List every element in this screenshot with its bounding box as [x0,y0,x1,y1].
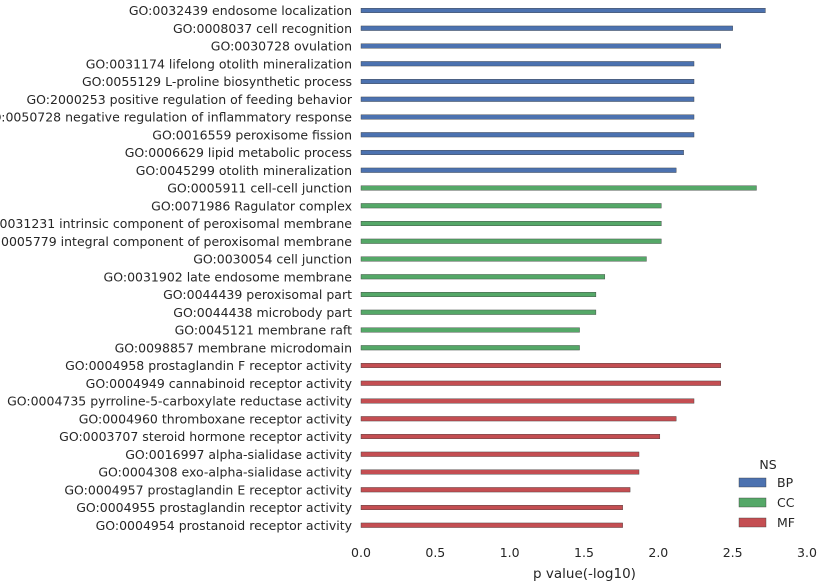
bar-cc-13 [360,238,662,244]
bars-group [360,7,766,528]
legend-label-cc: CC [777,495,795,510]
bar-cc-15 [360,274,606,280]
bar-mf-28 [360,505,623,511]
legend-entries-group: BP CC MF [738,475,795,530]
x-tick-label: 2.5 [723,545,743,560]
legend-swatch-bp [738,477,767,488]
x-axis-title: p value(-log10) [533,566,636,582]
category-label: GO:0016997 alpha-sialidase activity [125,447,352,462]
bar-cc-10 [360,185,757,191]
x-tick-label: 0.0 [351,545,371,560]
x-tick-label: 3.0 [797,545,817,560]
category-label: GO:0030054 cell junction [193,252,352,267]
bar-mf-20 [360,363,721,369]
category-label: GO:0005911 cell-cell junction [167,181,352,196]
bar-bp-8 [360,149,684,155]
category-label: GO:0003707 steroid hormone receptor acti… [59,429,352,444]
x-ticks-group: 0.0 0.5 1.0 1.5 2.0 2.5 3.0 [351,545,817,560]
bar-mf-25 [360,451,640,457]
x-tick-label: 2.0 [648,545,668,560]
bar-bp-1 [360,25,733,31]
bar-mf-21 [360,380,721,386]
category-label: GO:0005779 integral component of peroxis… [0,234,352,249]
x-tick-label: 0.5 [425,545,445,560]
bar-cc-17 [360,309,597,315]
category-label: GO:0044439 peroxisomal part [163,287,352,302]
category-label: GO:0006629 lipid metabolic process [125,145,352,160]
legend-label-mf: MF [777,515,795,530]
legend: NS BP CC MF [738,457,795,530]
category-label: GO:0031902 late endosome membrane [104,269,353,284]
bar-cc-16 [360,292,597,298]
category-label: GO:0004735 pyrroline-5-carboxylate reduc… [7,394,353,409]
bar-mf-26 [360,469,640,475]
bar-bp-4 [360,78,695,84]
category-label: GO:0004960 thromboxane receptor activity [79,411,353,426]
category-label: GO:0071986 Ragulator complex [151,198,352,213]
bar-mf-24 [360,434,661,440]
category-label: GO:0004308 exo-alpha-sialidase activity [98,465,352,480]
bar-cc-19 [360,345,580,351]
bar-bp-9 [360,167,677,173]
bar-bp-2 [360,43,721,49]
legend-label-bp: BP [777,475,794,490]
x-tick-label: 1.5 [574,545,594,560]
x-tick-label: 1.0 [500,545,520,560]
bar-mf-27 [360,487,631,493]
bar-bp-7 [360,132,695,138]
legend-title: NS [759,457,776,472]
category-label: GO:0031174 lifelong otolith mineralizati… [86,56,352,71]
category-label: GO:0004954 prostanoid receptor activity [96,518,353,533]
category-label: GO:0004949 cannabinoid receptor activity [86,376,353,391]
category-label: GO:0016559 peroxisome fission [152,127,352,142]
bar-cc-14 [360,256,647,262]
bar-bp-0 [360,7,766,13]
legend-swatch-mf [738,517,767,528]
category-label: GO:0031231 intrinsic component of peroxi… [0,216,352,231]
category-label: GO:0055129 L-proline biosynthetic proces… [82,74,352,89]
category-label: GO:0004958 prostaglandin F receptor acti… [65,358,353,373]
category-label: GO:0098857 membrane microdomain [115,340,352,355]
bar-bp-6 [360,114,695,120]
category-label: GO:0045121 membrane raft [175,323,353,338]
category-label: GO:0004957 prostaglandin E receptor acti… [64,482,352,497]
bar-mf-29 [360,522,623,528]
category-label: GO:0004955 prostaglandin receptor activi… [76,500,352,515]
category-label: GO:2000253 positive regulation of feedin… [26,92,352,107]
category-label: GO:0045299 otolith mineralization [136,163,352,178]
legend-swatch-cc [738,497,767,508]
bar-mf-22 [360,398,695,404]
category-labels-group: GO:0032439 endosome localization GO:00080… [0,3,353,533]
bar-bp-5 [360,96,695,102]
bar-mf-23 [360,416,677,422]
bar-cc-18 [360,327,580,333]
category-label: GO:0008037 cell recognition [173,21,352,36]
bar-bp-3 [360,61,695,67]
category-label: GO:0030728 ovulation [211,39,352,54]
category-label: GO:0050728 negative regulation of inflam… [0,110,352,125]
bar-cc-12 [360,220,662,226]
category-label: GO:0032439 endosome localization [129,3,352,18]
category-label: GO:0044438 microbody part [173,305,352,320]
bar-cc-11 [360,203,662,209]
